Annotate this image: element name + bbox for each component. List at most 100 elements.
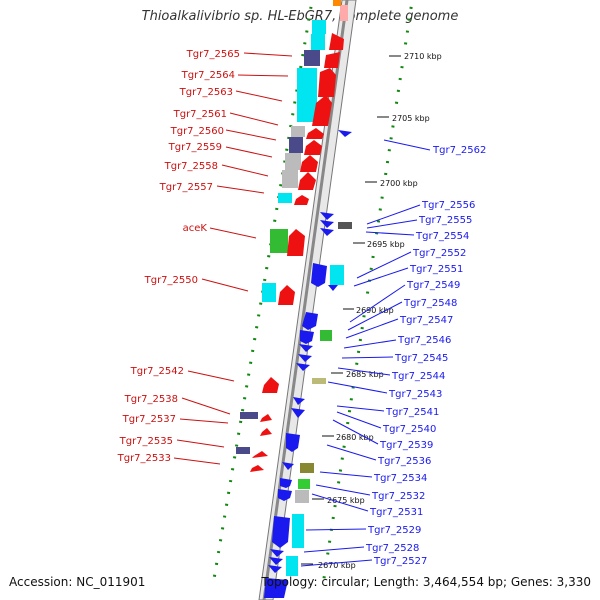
gene-arrow [293,397,305,405]
gene-label: aceK [183,223,208,234]
gene-label: Tgr7_2533 [117,453,171,464]
backbone-line [262,0,349,600]
gene-label: Tgr7_2564 [181,70,235,81]
gene-feature [333,0,341,6]
gene-arrow [320,220,334,228]
scale-tick-marks [301,55,401,565]
gene-label: Tgr7_2552 [412,248,466,259]
gene-label: Tgr7_2543 [388,389,442,400]
accession-text: Accession: NC_011901 [9,575,146,589]
tick-label: 2700 kbp [380,179,418,188]
gene-arrow [282,462,294,470]
gene-arrow [300,155,318,172]
gene-arrow [264,578,288,598]
tick-label: 2710 kbp [404,52,442,61]
gene-feature [311,34,325,50]
gene-feature [236,447,250,454]
gene-feature [338,222,352,229]
gene-arrow [324,52,340,68]
gene-feature [295,490,309,503]
gene-label: Tgr7_2557 [159,182,213,193]
gene-label: Tgr7_2535 [119,436,173,447]
gene-feature [286,556,298,576]
gene-arrow [311,263,327,287]
gene-feature [340,5,348,21]
gene-label: Tgr7_2559 [168,142,222,153]
gene-label: Tgr7_2558 [164,161,218,172]
gene-feature [270,229,288,253]
gene-label: Tgr7_2560 [170,126,224,137]
gene-feature [304,50,320,66]
gene-feature [300,463,314,473]
gene-arrow [302,312,318,330]
map-title: Thioalkalivibrio sp. HL-EbGR7, complete … [141,9,459,24]
gene-feature [285,153,301,170]
gene-feature [298,479,310,489]
gene-label: Tgr7_2532 [371,491,425,502]
gene-label: Tgr7_2561 [173,109,227,120]
gene-label: Tgr7_2540 [382,424,436,435]
gene-label: Tgr7_2549 [406,280,460,291]
gene-feature [292,514,304,548]
gene-arrow [312,95,332,126]
gene-arrow [278,285,295,305]
gene-arrow [287,229,305,256]
gene-feature [312,20,326,34]
gene-arrow [291,408,305,418]
gene-label: Tgr7_2548 [403,298,457,309]
gene-label: Tgr7_2565 [186,49,240,60]
gene-label: Tgr7_2528 [365,543,419,554]
gene-label: Tgr7_2554 [415,231,469,242]
gene-feature [330,265,344,285]
gene-label: Tgr7_2555 [418,215,472,226]
gene-arrow [269,557,283,565]
gene-label: Tgr7_2547 [399,315,453,326]
tick-label: 2690 kbp [356,306,394,315]
gene-label: Tgr7_2534 [373,473,427,484]
reverse-features [264,130,352,598]
gene-arrow [298,354,312,362]
gene-arrow [328,285,338,291]
gene-arrow [286,433,300,452]
gene-arrow [300,330,314,344]
gene-feature [297,68,317,122]
gene-arrow [294,195,309,205]
tick-label: 2675 kbp [327,496,365,505]
gene-feature [278,193,292,203]
gene-label: Tgr7_2537 [122,414,176,425]
gene-feature [240,412,258,419]
gene-feature [320,330,332,341]
gene-label: Tgr7_2563 [179,87,233,98]
gene-arrow [270,549,284,557]
tick-label: 2705 kbp [392,114,430,123]
gene-arrow [338,130,352,137]
gene-label: Tgr7_2531 [369,507,423,518]
reverse-labels: Tgr7_2562 Tgr7_2556 Tgr7_2555 Tgr7_2554 … [300,139,486,567]
gene-feature [291,126,305,137]
gene-arrow [320,212,334,220]
gene-arrow [278,489,292,501]
gene-arrow [329,33,344,50]
gene-label: Tgr7_2544 [391,371,445,382]
gene-label: Tgr7_2541 [385,407,439,418]
gene-label: Tgr7_2562 [432,145,486,156]
gene-arrow [320,228,334,236]
gene-label: Tgr7_2529 [367,525,421,536]
gene-arrow [260,428,272,436]
gene-arrow [280,478,292,488]
gene-label: Tgr7_2542 [130,366,184,377]
gene-arrow [304,140,322,155]
gene-label: Tgr7_2536 [377,456,431,467]
gene-label: Tgr7_2551 [409,264,463,275]
tick-label: 2670 kbp [318,561,356,570]
genome-summary-text: Topology: circular; Length: 3,464,554 bp… [261,575,591,589]
forward-labels: Tgr7_2565 Tgr7_2564 Tgr7_2563 Tgr7_2561 … [117,49,293,465]
tick-label: 2680 kbp [336,433,374,442]
gene-feature [262,283,276,302]
gene-feature [289,137,303,153]
gene-arrow [262,377,279,393]
gene-label: Tgr7_2538 [124,394,178,405]
tick-label: 2695 kbp [367,240,405,249]
gene-label: Tgr7_2550 [144,275,198,286]
